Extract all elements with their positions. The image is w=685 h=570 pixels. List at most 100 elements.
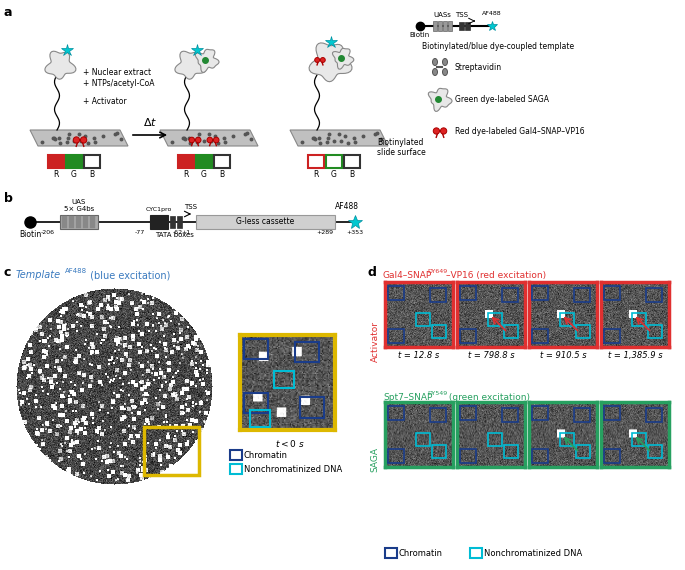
Bar [647, 324, 662, 337]
Text: -62: -62 [173, 230, 183, 235]
Bar [416, 433, 429, 446]
Text: AF488: AF488 [482, 11, 502, 16]
Text: CYC1pro: CYC1pro [146, 207, 172, 212]
Text: TATA boxes: TATA boxes [155, 232, 195, 238]
Circle shape [329, 157, 339, 166]
Text: G-less cassette: G-less cassette [236, 218, 295, 226]
Bar [300, 397, 324, 418]
Text: t = 798.8 s: t = 798.8 s [468, 351, 514, 360]
Bar [501, 287, 517, 302]
Bar [308, 155, 324, 168]
Text: Biotin: Biotin [19, 230, 41, 239]
Circle shape [311, 157, 321, 166]
Bar [460, 405, 475, 420]
Circle shape [214, 137, 219, 143]
Text: R: R [313, 170, 319, 179]
Bar [433, 21, 437, 31]
Circle shape [217, 157, 227, 166]
Bar [488, 433, 501, 446]
Text: +353: +353 [347, 230, 364, 235]
Text: Green dye-labeled SAGA: Green dye-labeled SAGA [455, 95, 549, 104]
Bar [573, 408, 590, 421]
Text: B: B [219, 170, 225, 179]
Text: R: R [53, 170, 59, 179]
Bar [90, 216, 95, 228]
Text: t = 910.5 s: t = 910.5 s [540, 351, 586, 360]
Bar [532, 286, 547, 299]
Polygon shape [30, 130, 128, 146]
Polygon shape [290, 130, 388, 146]
Bar [532, 449, 547, 462]
Text: t = 12.8 s: t = 12.8 s [399, 351, 440, 360]
Circle shape [347, 157, 357, 166]
Bar [501, 408, 517, 421]
Bar [459, 22, 464, 30]
Text: B: B [349, 170, 355, 179]
Bar [295, 341, 319, 362]
Bar [344, 155, 360, 168]
Text: Gal4–SNAP: Gal4–SNAP [383, 271, 432, 280]
Bar [388, 328, 403, 343]
Text: Template: Template [16, 270, 61, 280]
Polygon shape [332, 48, 353, 69]
Text: Nonchromatinized DNA: Nonchromatinized DNA [484, 548, 582, 557]
Text: + Activator: + Activator [83, 97, 127, 107]
Ellipse shape [432, 68, 438, 75]
Bar [432, 324, 445, 337]
Bar [560, 433, 573, 446]
Polygon shape [428, 88, 452, 111]
Text: G: G [201, 170, 207, 179]
Text: Biotin: Biotin [410, 32, 430, 38]
Bar [488, 312, 501, 325]
Text: UAS: UAS [72, 199, 86, 205]
Bar [460, 328, 475, 343]
Bar [603, 328, 619, 343]
Bar [170, 216, 175, 228]
Bar [230, 450, 242, 460]
Bar [645, 287, 662, 302]
Bar [250, 410, 271, 427]
Text: R: R [184, 170, 188, 179]
Bar [603, 405, 619, 420]
Bar [145, 426, 199, 474]
Bar [62, 216, 67, 228]
Text: G: G [71, 170, 77, 179]
Bar [326, 155, 342, 168]
Text: Biotinylated/blue dye-coupled template: Biotinylated/blue dye-coupled template [422, 42, 574, 51]
Bar [196, 155, 212, 168]
Text: Chromatin: Chromatin [399, 548, 443, 557]
Circle shape [329, 157, 338, 166]
Text: (green excitation): (green excitation) [446, 393, 530, 402]
Bar [503, 445, 517, 458]
Text: –VP16 (red excitation): –VP16 (red excitation) [446, 271, 546, 280]
Text: -77: -77 [135, 230, 145, 235]
Text: $t < 0$ s: $t < 0$ s [275, 438, 305, 449]
Bar [575, 445, 590, 458]
Bar [645, 408, 662, 421]
Bar [532, 328, 547, 343]
Bar [388, 449, 403, 462]
Bar [573, 287, 590, 302]
Polygon shape [160, 130, 258, 146]
Polygon shape [309, 43, 352, 82]
Circle shape [433, 128, 440, 134]
Bar [460, 286, 475, 299]
Polygon shape [45, 51, 76, 79]
Bar [448, 21, 452, 31]
Bar [632, 433, 645, 446]
Bar [647, 445, 662, 458]
Bar [385, 548, 397, 558]
Bar [432, 445, 445, 458]
Text: (blue excitation): (blue excitation) [87, 270, 171, 280]
Bar [83, 216, 88, 228]
Bar [48, 155, 64, 168]
Text: +1: +1 [182, 230, 190, 235]
Text: UASs: UASs [433, 12, 451, 18]
Text: Spt7–SNAP: Spt7–SNAP [383, 393, 432, 402]
Ellipse shape [432, 59, 438, 66]
Text: +289: +289 [316, 230, 334, 235]
Circle shape [207, 137, 212, 143]
Bar [76, 216, 81, 228]
Bar [603, 449, 619, 462]
Polygon shape [175, 51, 206, 79]
